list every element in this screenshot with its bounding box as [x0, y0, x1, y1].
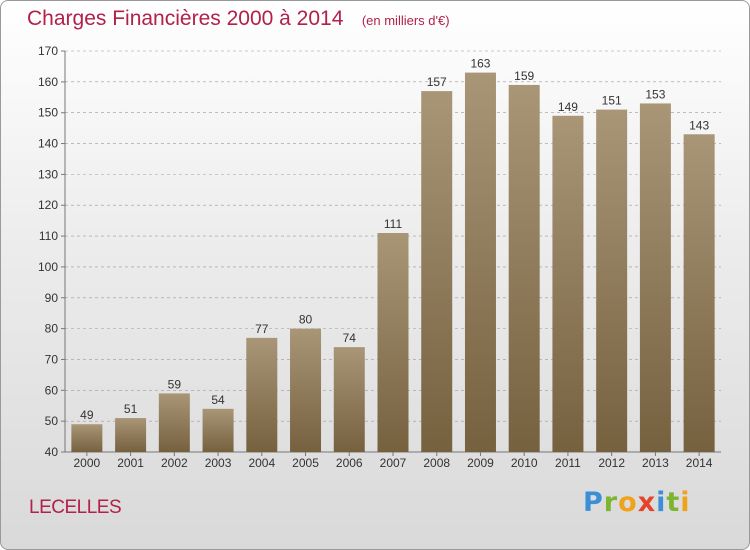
bar-2007 — [377, 232, 409, 452]
data-labels: 49 51 59 54 77 80 74 111 157 163 159 149 151 153 143 — [80, 57, 709, 423]
logo-letter: i — [656, 487, 667, 518]
data-label-2007: 111 — [384, 217, 403, 231]
x-tick-label-2008: 2008 — [423, 456, 450, 470]
data-label-2009: 163 — [470, 57, 490, 71]
data-label-2008: 157 — [427, 75, 447, 89]
chart-subtitle: (en milliers d'€) — [361, 13, 450, 28]
y-tick-label: 60 — [45, 383, 59, 397]
bar-2011 — [552, 115, 584, 453]
x-tick-label-2009: 2009 — [467, 456, 494, 470]
x-tick-label-2000: 2000 — [74, 456, 101, 470]
bar-2004 — [246, 337, 278, 452]
y-tick-label: 80 — [45, 322, 59, 336]
bar-2001 — [115, 418, 147, 452]
chart-title: Charges Financières 2000 à 2014 — [27, 7, 344, 30]
y-tick-label: 170 — [38, 44, 58, 58]
title-row: Charges Financières 2000 à 2014 (en mill… — [27, 7, 450, 31]
location-name: LECELLES — [29, 497, 122, 518]
x-tick-label-2001: 2001 — [117, 456, 144, 470]
data-label-2000: 49 — [80, 408, 94, 422]
bar-2012 — [596, 109, 628, 452]
bar-2014 — [683, 134, 715, 453]
bars — [71, 72, 715, 453]
data-label-2013: 153 — [645, 87, 665, 101]
x-tick-label-2011: 2011 — [555, 456, 581, 470]
y-tick-label: 90 — [45, 291, 59, 305]
data-label-2011: 149 — [558, 100, 578, 114]
y-tick-label: 120 — [38, 198, 58, 212]
data-label-2004: 77 — [255, 322, 269, 336]
bar-2010 — [508, 84, 540, 452]
data-label-2002: 59 — [168, 377, 182, 391]
data-label-2014: 143 — [689, 118, 709, 132]
logo-letter: i — [680, 487, 691, 518]
y-tick-label: 70 — [45, 352, 59, 366]
logo-letter: x — [637, 487, 657, 518]
bar-2013 — [639, 103, 671, 452]
x-tick-label-2010: 2010 — [511, 456, 538, 470]
data-label-2005: 80 — [299, 313, 313, 327]
bar-2006 — [333, 347, 365, 452]
y-tick-label: 100 — [38, 260, 58, 274]
bar-2002 — [158, 393, 190, 452]
bar-2005 — [290, 328, 322, 452]
y-tick-label: 150 — [38, 106, 58, 120]
data-label-2003: 54 — [211, 393, 225, 407]
x-tick-label-2004: 2004 — [248, 456, 275, 470]
data-label-2012: 151 — [602, 94, 622, 108]
y-tick-label: 110 — [39, 229, 58, 243]
x-tick-label-2003: 2003 — [205, 456, 232, 470]
x-tick-label-2014: 2014 — [686, 456, 713, 470]
bar-2000 — [71, 424, 103, 452]
bar-2009 — [464, 72, 496, 452]
x-tick-labels: 2000 2001 2002 2003 2004 2005 2006 2007 2008 2009… — [74, 452, 713, 470]
x-tick-label-2012: 2012 — [598, 456, 625, 470]
bar-2003 — [202, 408, 234, 452]
y-tick-label: 140 — [38, 137, 58, 151]
y-tick-label: 160 — [38, 75, 58, 89]
bar-2008 — [421, 91, 453, 452]
x-tick-label-2002: 2002 — [161, 456, 188, 470]
proxiti-logo[interactable]: Proxiti — [583, 487, 691, 518]
logo-letter: t — [666, 487, 681, 518]
logo-letter: r — [603, 487, 619, 518]
y-tick-label: 50 — [45, 414, 59, 428]
x-tick-label-2007: 2007 — [380, 456, 407, 470]
x-tick-label-2013: 2013 — [642, 456, 669, 470]
logo-letter: P — [583, 487, 604, 518]
logo-letter: o — [618, 487, 638, 518]
data-label-2010: 159 — [514, 69, 534, 83]
y-tick-label: 40 — [45, 445, 59, 459]
y-tick-label: 130 — [38, 167, 58, 181]
data-label-2001: 51 — [124, 402, 138, 416]
x-tick-label-2005: 2005 — [292, 456, 319, 470]
data-label-2006: 74 — [343, 331, 357, 345]
x-tick-label-2006: 2006 — [336, 456, 363, 470]
y-tick-labels: 40 50 60 70 80 90 100 110 120 130 140 150 160 170 — [38, 44, 58, 459]
